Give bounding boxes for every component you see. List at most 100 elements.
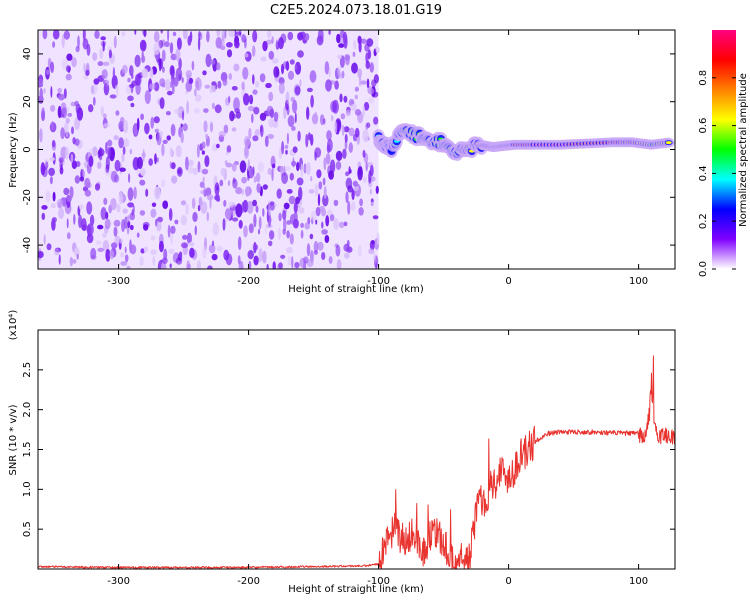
noise-speckle — [298, 186, 303, 201]
noise-speckle — [113, 35, 117, 49]
noise-speckle — [167, 30, 170, 42]
noise-speckle — [299, 79, 302, 87]
noise-speckle — [314, 147, 322, 158]
noise-speckle — [196, 144, 200, 158]
noise-speckle — [66, 232, 71, 240]
noise-speckle — [170, 162, 176, 170]
noise-speckle — [351, 188, 355, 201]
noise-speckle — [287, 31, 294, 41]
noise-speckle — [102, 41, 105, 52]
noise-speckle — [157, 58, 162, 66]
noise-speckle — [131, 209, 134, 216]
noise-speckle — [50, 203, 56, 209]
noise-speckle — [321, 252, 326, 260]
noise-speckle — [358, 75, 362, 87]
noise-speckle — [153, 116, 160, 124]
noise-speckle — [202, 70, 207, 76]
noise-speckle — [102, 61, 110, 66]
noise-speckle — [154, 128, 160, 133]
noise-speckle — [127, 221, 131, 229]
noise-speckle — [238, 219, 243, 229]
noise-speckle — [222, 78, 228, 86]
noise-speckle — [169, 161, 172, 169]
noise-speckle — [260, 56, 267, 62]
noise-speckle — [332, 99, 339, 114]
noise-speckle — [281, 140, 285, 155]
noise-speckle — [172, 31, 177, 37]
noise-speckle — [89, 214, 95, 226]
noise-speckle — [59, 166, 64, 175]
noise-speckle — [118, 120, 125, 131]
noise-speckle — [289, 233, 294, 245]
noise-speckle — [113, 226, 118, 237]
noise-speckle — [226, 145, 232, 153]
noise-speckle — [373, 251, 376, 262]
noise-speckle — [97, 161, 102, 169]
noise-speckle — [282, 210, 287, 220]
noise-speckle — [71, 160, 78, 169]
noise-speckle — [211, 81, 217, 86]
noise-speckle — [203, 108, 209, 113]
noise-speckle — [114, 235, 121, 245]
noise-speckle — [321, 221, 324, 229]
noise-speckle — [186, 232, 192, 244]
noise-speckle — [180, 123, 183, 128]
noise-speckle — [347, 200, 351, 215]
snr-frame — [37, 329, 676, 570]
noise-speckle — [336, 259, 342, 269]
noise-speckle — [325, 153, 331, 165]
noise-speckle — [154, 186, 161, 200]
noise-speckle — [223, 124, 229, 134]
noise-speckle — [314, 182, 318, 197]
noise-speckle — [304, 222, 311, 230]
noise-speckle — [366, 122, 371, 128]
noise-speckle — [254, 129, 260, 137]
noise-speckle — [235, 187, 243, 195]
noise-speckle — [228, 95, 231, 104]
noise-speckle — [204, 84, 210, 89]
noise-speckle — [267, 133, 274, 140]
colorbar-tick-label: 0.8 — [698, 70, 709, 86]
noise-speckle — [151, 202, 157, 208]
noise-speckle — [164, 41, 170, 48]
noise-speckle — [169, 263, 172, 269]
noise-speckle — [219, 179, 224, 187]
noise-speckle — [56, 198, 64, 209]
noise-speckle — [94, 183, 101, 191]
noise-speckle — [246, 200, 254, 214]
noise-speckle — [102, 113, 107, 119]
figure-title: C2E5.2024.073.18.01.G19 — [270, 3, 442, 18]
noise-speckle — [188, 77, 194, 84]
noise-speckle — [144, 90, 151, 104]
noise-speckle — [181, 242, 188, 249]
noise-speckle — [287, 255, 292, 266]
noise-speckle — [121, 153, 125, 163]
noise-speckle — [354, 94, 358, 100]
noise-speckle — [204, 155, 210, 168]
noise-speckle — [51, 139, 56, 148]
noise-speckle — [326, 144, 331, 154]
noise-speckle — [86, 223, 94, 236]
noise-speckle — [297, 130, 301, 142]
noise-speckle — [340, 113, 346, 120]
noise-speckle — [278, 212, 282, 222]
noise-speckle — [57, 105, 62, 119]
noise-speckle — [372, 215, 379, 220]
noise-speckle — [371, 79, 377, 87]
colorbar-tick-label: 0.4 — [698, 165, 709, 181]
x-tick-label: -100 — [367, 576, 390, 587]
noise-speckle — [275, 39, 279, 48]
bottom-y-unit: (x10⁴) — [8, 310, 19, 341]
noise-speckle — [352, 185, 359, 192]
snr-line — [38, 355, 675, 569]
noise-speckle — [131, 80, 137, 87]
noise-speckle — [273, 111, 279, 123]
noise-speckle — [178, 57, 182, 70]
noise-speckle — [350, 201, 356, 211]
bottom-y-axis: 0.5 1.0 1.5 2.0 2.5 — [22, 362, 675, 537]
noise-speckle — [61, 107, 67, 119]
noise-speckle — [118, 137, 124, 149]
noise-speckle — [375, 185, 379, 194]
noise-speckle — [244, 144, 249, 157]
noise-speckle — [113, 219, 121, 227]
